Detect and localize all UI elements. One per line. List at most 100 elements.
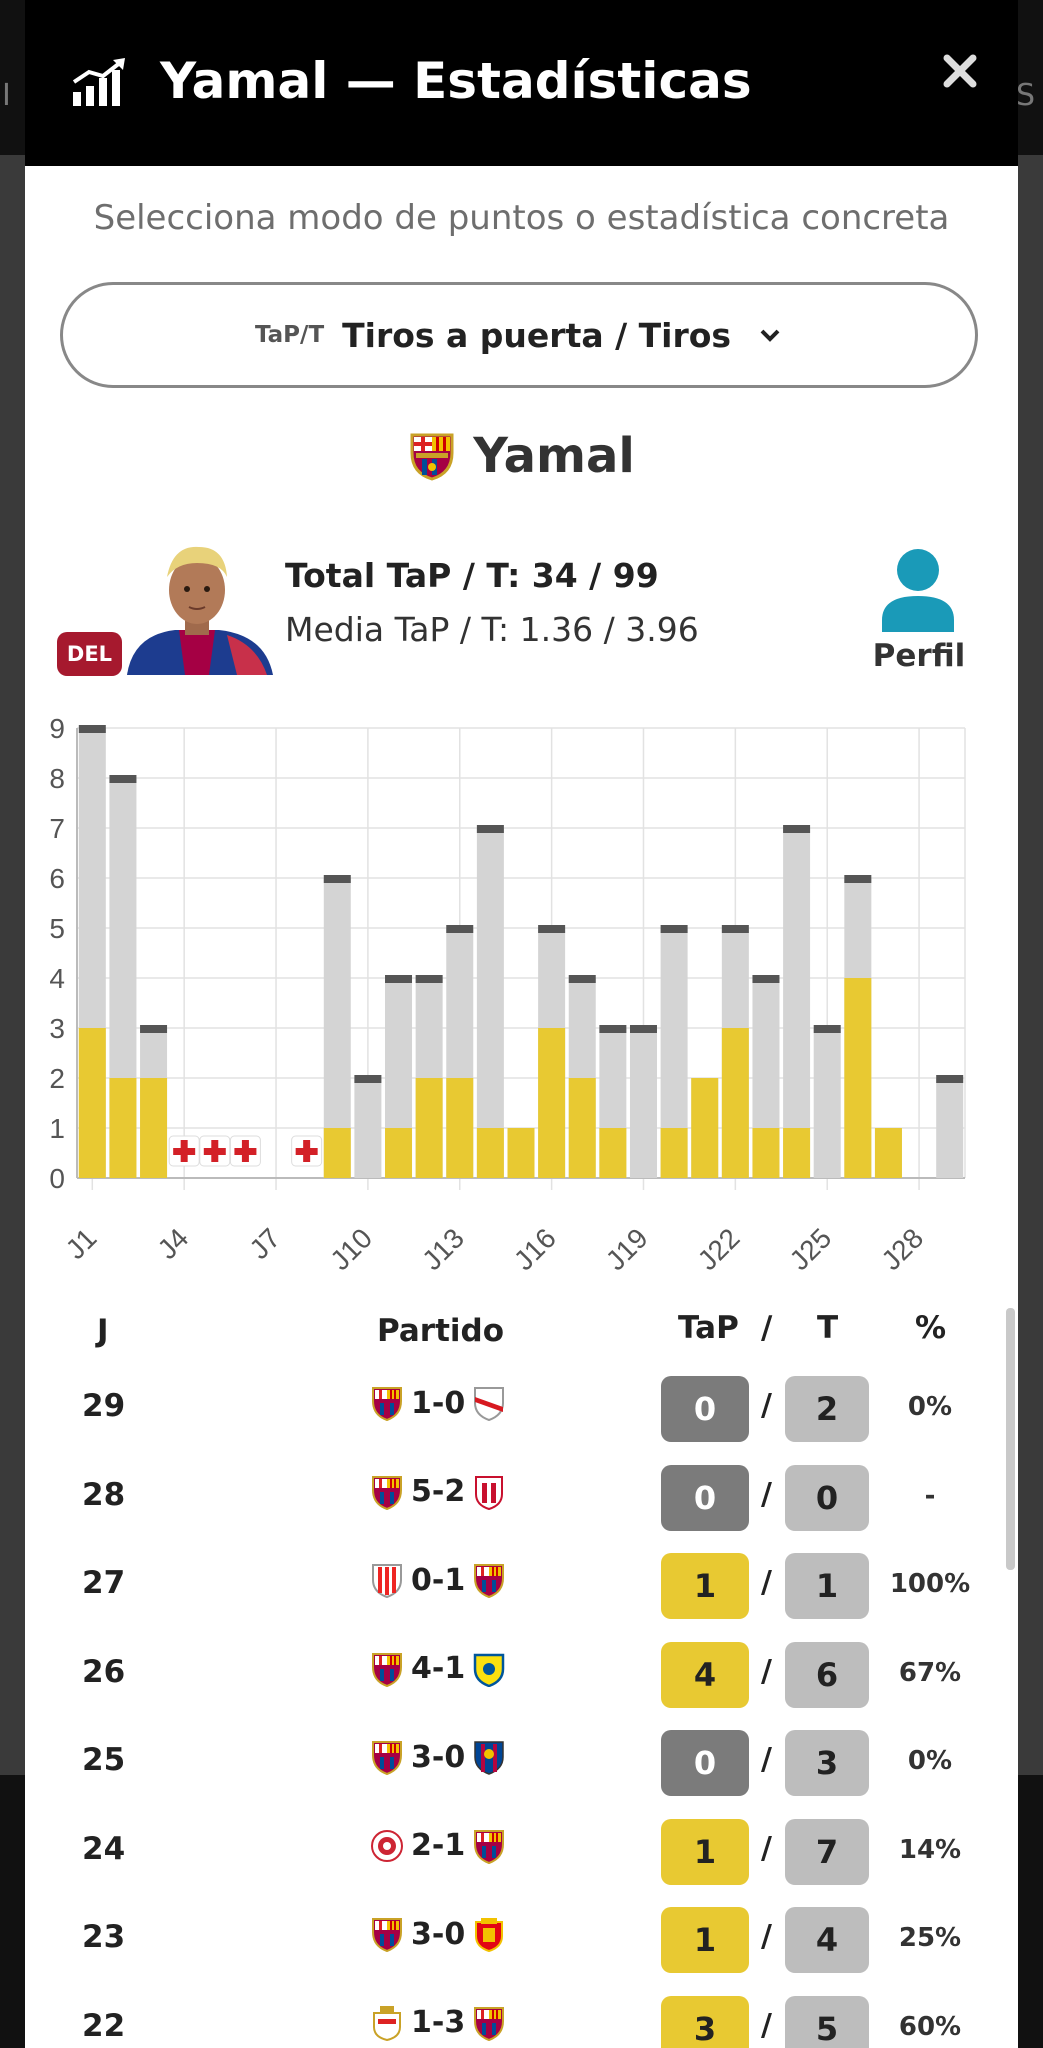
table-row[interactable]: 26 4-1 4 / 6 67% [25, 1632, 1018, 1720]
value-separator: / [761, 1919, 772, 1954]
shots-value: 3 [785, 1730, 869, 1796]
x-tick-label: J10 [324, 1222, 378, 1276]
injury-cross-v [211, 1140, 219, 1162]
match-score: 1-3 [411, 2005, 466, 2040]
bar-cap-J2 [109, 775, 137, 783]
percent-value: 25% [898, 1923, 962, 1953]
profile-link[interactable]: Perfil [872, 638, 966, 674]
round-number: 28 [82, 1476, 126, 1513]
table-row[interactable]: 28 5-2 0 / 0 - [25, 1455, 1018, 1543]
player-name: Yamal [473, 428, 635, 484]
tap-bar-J21 [691, 1078, 719, 1178]
bar-cap-J3 [140, 1025, 168, 1033]
tap-value: 0 [661, 1730, 749, 1796]
chevron-down-icon [760, 329, 780, 342]
shots-value: 5 [785, 1995, 869, 2048]
bar-cap-J13 [446, 925, 474, 933]
match-cell: 0-1 [370, 1562, 506, 1598]
round-number: 29 [82, 1388, 126, 1424]
tap-bar-J11 [385, 1128, 413, 1178]
y-tick-label: 3 [49, 1013, 65, 1044]
x-tick-label: J25 [784, 1222, 838, 1276]
tap-bar-J20 [660, 1128, 688, 1178]
table-row[interactable]: 24 2-1 1 / 7 14% [25, 1809, 1018, 1897]
close-icon[interactable] [937, 48, 983, 94]
shots-value: 6 [785, 1641, 869, 1708]
total-stat: Total TaP / T: 34 / 99 [285, 556, 659, 595]
percent-value: 100% [889, 1569, 971, 1599]
match-score: 4-1 [411, 1651, 466, 1686]
barcelona-crest-icon [474, 2006, 505, 2041]
average-stat: Media TaP / T: 1.36 / 3.96 [285, 610, 699, 649]
shots-value: 1 [785, 1553, 869, 1619]
tap-value: 0 [661, 1464, 749, 1531]
value-separator: / [761, 1830, 772, 1866]
tap-value: 4 [661, 1641, 749, 1708]
injury-cross-v [180, 1140, 188, 1162]
value-separator: / [761, 1653, 772, 1689]
injury-cross-v [303, 1140, 311, 1162]
tap-bar-J26 [844, 978, 872, 1178]
player-heading: Yamal [25, 428, 1018, 484]
round-number: 23 [82, 1919, 126, 1955]
villarreal-crest-icon [473, 1653, 505, 1687]
barcelona-crest-icon [410, 433, 454, 481]
percent-value: 67% [898, 1657, 962, 1688]
tap-value: 1 [661, 1818, 749, 1885]
barcelona-crest-icon [372, 1741, 402, 1775]
match-score: 1-0 [411, 1385, 466, 1421]
match-cell: 1-0 [370, 1385, 506, 1421]
levante-crest-icon [474, 1741, 504, 1775]
bar-cap-J12 [415, 975, 443, 983]
match-score: 5-2 [411, 1474, 466, 1509]
shots-value: 2 [785, 1376, 869, 1442]
percent-value: 14% [898, 1834, 962, 1865]
y-tick-label: 7 [49, 813, 65, 844]
tap-bar-J24 [783, 1128, 811, 1178]
x-tick-label: J4 [152, 1222, 195, 1265]
tap-bar-J3 [140, 1078, 168, 1178]
stat-mode-select[interactable]: TaP/T Tiros a puerta / Tiros [60, 282, 978, 388]
stat-mode-label: Tiros a puerta / Tiros [342, 315, 732, 355]
header-tap: TaP [678, 1310, 739, 1346]
table-row[interactable]: 23 3-0 1 / 4 25% [25, 1897, 1018, 1985]
background-letter-left: I [2, 78, 11, 113]
player-photo [127, 546, 273, 675]
bar-cap-J18 [599, 1025, 627, 1033]
value-separator: / [761, 1565, 772, 1600]
x-tick-label: J1 [60, 1222, 103, 1265]
table-row[interactable]: 27 0-1 1 / 1 100% [25, 1543, 1018, 1631]
bar-cap-J11 [385, 975, 413, 983]
percent-value: 60% [898, 2011, 962, 2042]
tap-bar-J15 [507, 1128, 535, 1178]
stats-modal: Yamal — Estadísticas Selecciona modo de … [25, 0, 1018, 2048]
scrollbar[interactable] [1006, 1308, 1015, 1570]
background-letter-right: S [1016, 78, 1036, 113]
x-tick-label: J7 [243, 1222, 286, 1265]
tap-bar-J22 [721, 1028, 749, 1178]
tap-value: 0 [661, 1376, 749, 1442]
tap-bar-J27 [874, 1128, 902, 1178]
bar-cap-J22 [721, 925, 749, 933]
round-number: 25 [82, 1742, 126, 1778]
bar-cap-J1 [78, 725, 106, 733]
y-tick-label: 1 [49, 1113, 65, 1144]
girona-crest-icon [371, 1829, 403, 1862]
value-separator: / [761, 1742, 772, 1777]
header-slash: / [761, 1310, 773, 1346]
tap-bar-J9 [323, 1128, 351, 1178]
percent-value: - [924, 1480, 936, 1511]
match-score: 0-1 [411, 1562, 466, 1598]
table-row[interactable]: 29 1-0 0 / 2 0% [25, 1366, 1018, 1454]
x-tick-label: J22 [692, 1222, 746, 1276]
percent-value: 0% [907, 1392, 953, 1422]
round-number: 26 [82, 1653, 126, 1690]
user-profile-icon[interactable] [880, 548, 956, 632]
bar-chart-icon [72, 58, 125, 106]
value-separator: / [761, 2007, 772, 2043]
y-tick-label: 9 [49, 713, 65, 744]
table-row[interactable]: 22 1-3 3 / 5 60% [25, 1986, 1018, 2048]
table-row[interactable]: 25 3-0 0 / 3 0% [25, 1720, 1018, 1808]
barcelona-crest-icon [474, 1564, 505, 1598]
oviedo-crest-icon [373, 2005, 401, 2041]
